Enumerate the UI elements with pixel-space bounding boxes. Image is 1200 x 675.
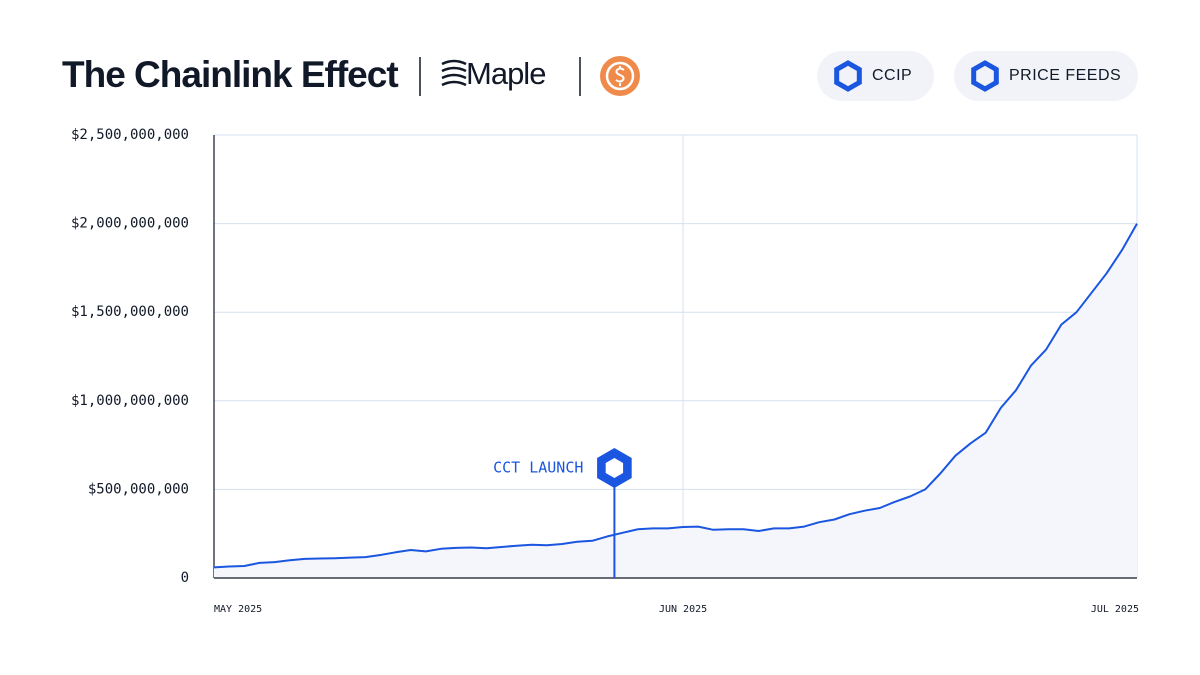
- legend: CCIP PRICE FEEDS: [817, 51, 1138, 101]
- legend-label: PRICE FEEDS: [1009, 67, 1121, 84]
- y-tick-label: $1,500,000,000: [71, 304, 189, 320]
- y-tick-label: $1,000,000,000: [71, 393, 189, 409]
- maple-logo: Maple: [441, 56, 546, 91]
- line: [213, 223, 1138, 569]
- y-tick-label: $500,000,000: [88, 481, 189, 497]
- x-tick-label: MAY 2025: [214, 604, 262, 615]
- legend-pill: [954, 51, 1138, 101]
- brand: Maple: [466, 56, 545, 91]
- x-tick-label: JUL 2025: [1091, 604, 1139, 615]
- legend-icon: [971, 60, 999, 92]
- usdc-logo: [600, 56, 640, 96]
- y-tick-label: $2,000,000,000: [71, 216, 189, 232]
- y-tick-label: $2,500,000,000: [71, 127, 189, 143]
- x-tick-label: JUN 2025: [659, 604, 707, 615]
- chart-title: The Chainlink Effect: [62, 54, 398, 95]
- annotation-label: CCT LAUNCH: [493, 459, 583, 477]
- y-tick-label: 0: [181, 570, 189, 586]
- legend-label: CCIP: [872, 67, 912, 84]
- annotation-icon-inner: [605, 458, 624, 478]
- legend-icon: [834, 60, 862, 92]
- area: [214, 223, 1137, 578]
